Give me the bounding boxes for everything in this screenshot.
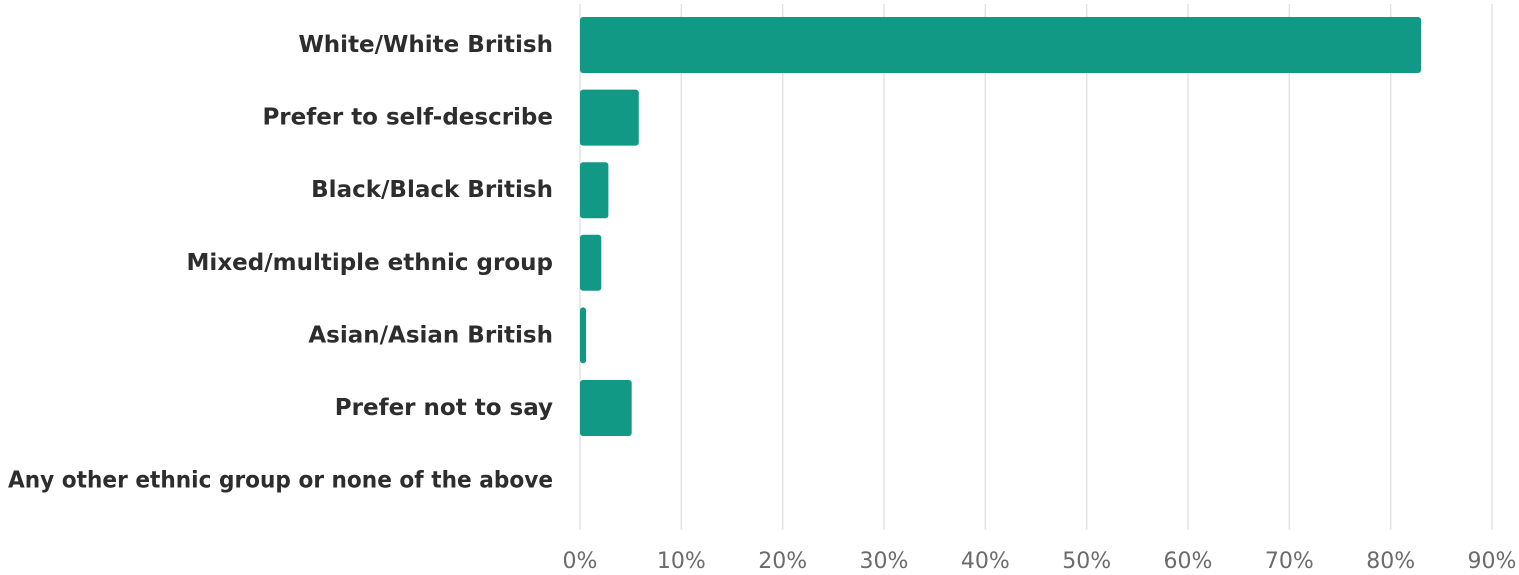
category-labels: White/White British Prefer to self-descri… xyxy=(8,32,553,494)
category-label: Mixed/multiple ethnic group xyxy=(187,250,553,276)
gridlines xyxy=(579,4,1493,530)
x-tick-label: 40% xyxy=(961,549,1010,574)
bars xyxy=(580,17,1422,436)
x-axis-ticks: 0% 10% 20% 30% 40% 50% 60% 70% 80% 90% xyxy=(563,549,1517,574)
x-tick-label: 20% xyxy=(758,549,807,574)
bar xyxy=(580,307,587,364)
category-label: Prefer to self-describe xyxy=(262,105,553,131)
x-tick-label: 0% xyxy=(563,549,598,574)
x-tick-label: 70% xyxy=(1265,549,1314,574)
x-tick-label: 30% xyxy=(860,549,909,574)
category-label: Black/Black British xyxy=(311,177,553,203)
x-tick-label: 80% xyxy=(1366,549,1415,574)
x-tick-label: 60% xyxy=(1164,549,1213,574)
bar xyxy=(580,17,1422,73)
x-tick-label: 90% xyxy=(1468,549,1517,574)
category-label: Asian/Asian British xyxy=(308,322,553,348)
bar xyxy=(580,162,609,219)
category-label: Prefer not to say xyxy=(335,395,553,421)
category-label: White/White British xyxy=(298,32,553,58)
bar xyxy=(580,380,632,436)
category-label: Any other ethnic group or none of the ab… xyxy=(8,468,553,494)
bar xyxy=(580,234,602,291)
bar xyxy=(580,89,639,146)
x-tick-label: 10% xyxy=(657,549,706,574)
x-tick-label: 50% xyxy=(1062,549,1111,574)
